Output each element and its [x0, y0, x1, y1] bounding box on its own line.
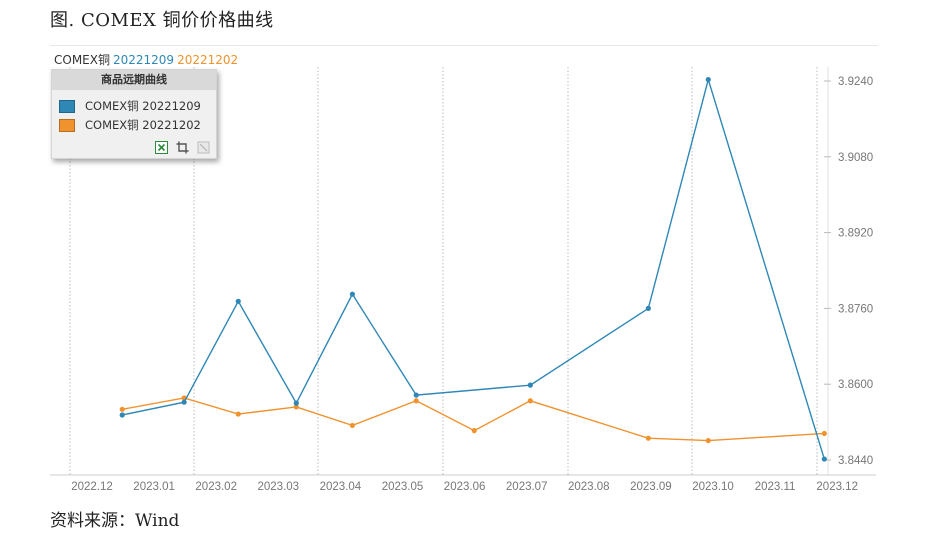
legend-item-label: COMEX铜 20221202: [85, 118, 201, 132]
crop-icon[interactable]: [176, 141, 189, 154]
x-tick-label: 2023.01: [133, 481, 175, 493]
header-divider: [50, 45, 878, 46]
legend-header-name: COMEX铜: [54, 53, 110, 67]
legend-panel-title: 商品远期曲线: [52, 70, 216, 90]
x-tick-label: 2023.07: [506, 481, 548, 493]
y-tick-label: 3.8760: [838, 303, 873, 315]
data-point[interactable]: [527, 382, 533, 388]
data-point[interactable]: [821, 430, 827, 437]
data-point[interactable]: [119, 406, 125, 412]
excel-icon[interactable]: [155, 141, 168, 154]
legend-panel-tools: [155, 141, 210, 154]
y-tick-label: 3.9240: [838, 76, 873, 88]
data-point[interactable]: [293, 400, 299, 406]
legend-header: COMEX铜 20221209 20221202: [54, 51, 238, 68]
x-tick-label: 2023.09: [630, 481, 672, 493]
data-point[interactable]: [821, 456, 827, 462]
data-point[interactable]: [645, 305, 651, 311]
x-tick-label: 2023.06: [444, 481, 486, 493]
data-point[interactable]: [181, 399, 187, 405]
y-tick-label: 3.8920: [838, 228, 873, 240]
figure-title: 图. COMEX 铜价价格曲线: [50, 10, 274, 31]
data-point[interactable]: [413, 392, 419, 398]
source-note: 资料来源：Wind: [50, 511, 180, 531]
data-point[interactable]: [413, 398, 419, 404]
data-point[interactable]: [471, 428, 477, 434]
x-tick-label: 2023.04: [320, 481, 362, 493]
data-point[interactable]: [119, 412, 125, 418]
data-point[interactable]: [645, 435, 651, 441]
x-tick-label: 2023.02: [195, 481, 237, 493]
series-line-1: [122, 77, 825, 460]
legend-header-series-1[interactable]: 20221209: [112, 53, 175, 67]
data-point[interactable]: [235, 411, 241, 417]
y-tick-label: 3.9080: [838, 152, 873, 164]
x-tick-label: 2023.10: [692, 481, 734, 493]
legend-item-series-1[interactable]: COMEX铜 20221209: [59, 98, 201, 114]
x-tick-label: 2023.05: [382, 481, 424, 493]
series-1-swatch: [59, 99, 75, 113]
legend-item-series-2[interactable]: COMEX铜 20221202: [59, 117, 201, 133]
y-tick-label: 3.8440: [838, 455, 873, 467]
data-point[interactable]: [293, 404, 299, 410]
data-point[interactable]: [235, 298, 241, 304]
data-point[interactable]: [349, 422, 355, 429]
x-tick-label: 2023.11: [755, 481, 796, 493]
legend-panel[interactable]: 商品远期曲线 COMEX铜 20221209 COMEX铜 20221202: [51, 69, 217, 159]
x-tick-label: 2023.08: [568, 481, 610, 493]
data-point[interactable]: [705, 76, 711, 83]
legend-header-series-2[interactable]: 20221202: [177, 53, 239, 67]
data-point[interactable]: [527, 398, 533, 404]
series-2-swatch: [59, 118, 75, 132]
data-point[interactable]: [705, 437, 711, 444]
x-tick-label: 2023.03: [258, 481, 300, 493]
legend-item-label: COMEX铜 20221209: [85, 99, 201, 113]
x-tick-label: 2022.12: [71, 481, 113, 493]
data-point[interactable]: [349, 291, 355, 297]
x-tick-label: 2023.12: [816, 481, 858, 493]
disabled-tool-icon: [197, 141, 210, 154]
series-line-2: [122, 397, 825, 442]
y-tick-label: 3.8600: [838, 379, 873, 391]
